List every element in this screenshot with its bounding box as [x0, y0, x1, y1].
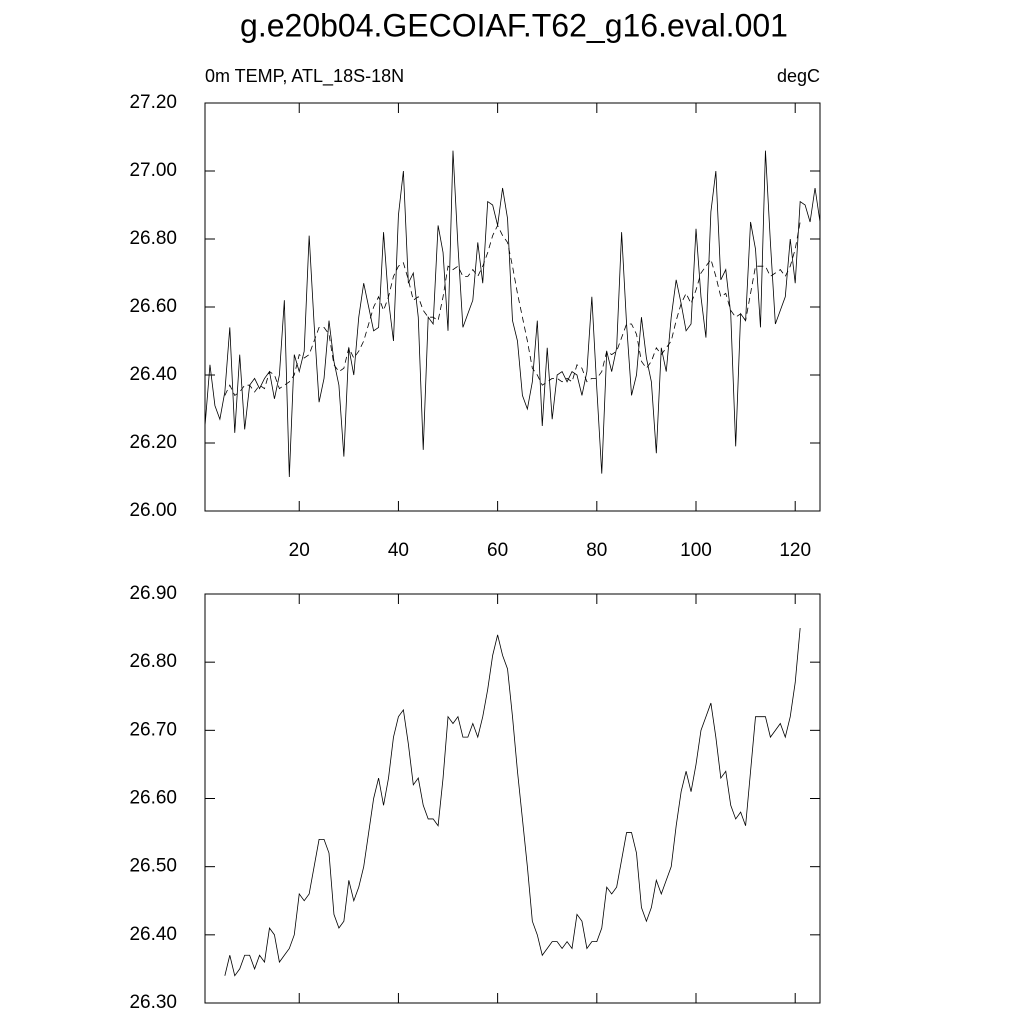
y-tick-label: 27.00 — [129, 160, 177, 181]
y-tick-label: 27.20 — [129, 92, 177, 113]
chart-title: g.e20b04.GECOIAF.T62_g16.eval.001 — [240, 7, 788, 43]
x-tick-label: 60 — [487, 540, 508, 561]
y-tick-label: 26.00 — [129, 500, 177, 521]
x-tick-label: 40 — [388, 540, 409, 561]
plot-frame — [204, 593, 821, 1004]
y-tick-label: 26.40 — [129, 364, 177, 385]
data-line — [204, 150, 821, 478]
x-tick-label: 20 — [289, 540, 310, 561]
x-tick-label: 100 — [680, 540, 712, 561]
data-line — [224, 628, 801, 977]
y-tick-label: 26.60 — [129, 788, 177, 809]
x-tick-label: 80 — [586, 540, 607, 561]
data-line — [224, 221, 801, 396]
subtitle-left: 0m TEMP, ATL_18S-18N — [205, 66, 404, 87]
y-tick-label: 26.40 — [129, 924, 177, 945]
y-tick-label: 26.50 — [129, 856, 177, 877]
plot-frame — [204, 102, 821, 512]
x-tick-label: 120 — [779, 540, 811, 561]
subtitle-right: degC — [777, 66, 820, 86]
y-tick-label: 26.60 — [129, 296, 177, 317]
y-tick-label: 26.90 — [129, 583, 177, 604]
y-tick-label: 26.80 — [129, 228, 177, 249]
y-tick-label: 26.20 — [129, 432, 177, 453]
y-tick-label: 26.70 — [129, 719, 177, 740]
y-tick-label: 26.80 — [129, 651, 177, 672]
y-tick-label: 26.30 — [129, 992, 177, 1013]
